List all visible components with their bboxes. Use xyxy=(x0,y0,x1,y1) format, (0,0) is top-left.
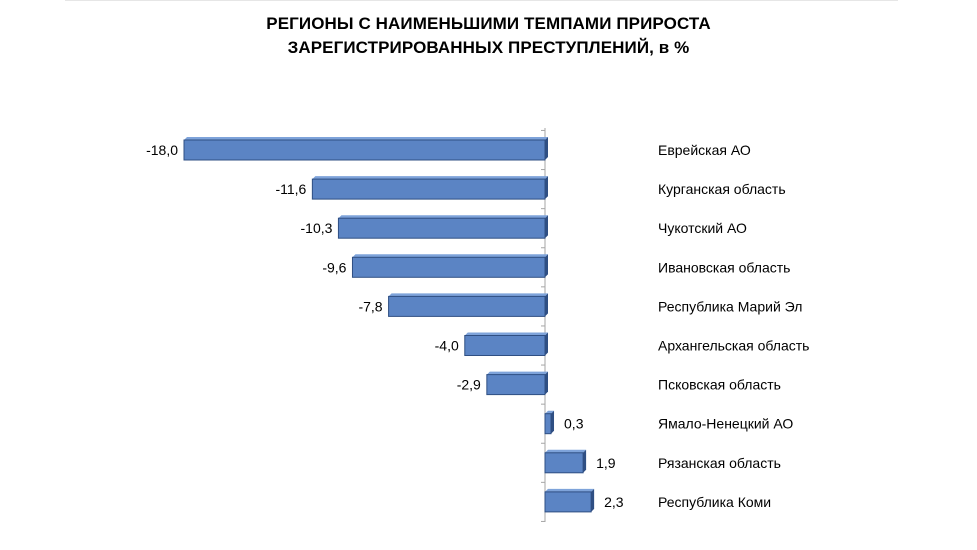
bar xyxy=(486,374,546,396)
category-label: Еврейская АО xyxy=(658,142,751,158)
bar-top-face xyxy=(464,332,548,336)
bar xyxy=(183,139,546,161)
bar-top-face xyxy=(388,293,548,297)
bar xyxy=(544,452,584,474)
bar-group xyxy=(464,332,548,356)
bar-side-face xyxy=(545,215,548,239)
bar-group xyxy=(351,254,548,278)
chart-title-line-1: РЕГИОНЫ С НАИМЕНЬШИМИ ТЕМПАМИ ПРИРОСТА xyxy=(266,14,711,33)
category-label: Архангельская область xyxy=(658,338,809,354)
bar-side-face xyxy=(545,332,548,356)
bar-side-face xyxy=(545,176,548,200)
bar xyxy=(544,413,552,435)
bar-group xyxy=(388,293,548,317)
bar-group xyxy=(183,137,548,161)
bar-top-face xyxy=(545,488,595,492)
bar-group xyxy=(544,449,587,474)
bar-top-face xyxy=(312,176,548,180)
category-label: Курганская область xyxy=(658,181,786,197)
chart-title-line-2: ЗАРЕГИСТРИРОВАННЫХ ПРЕСТУПЛЕНИЙ, в % xyxy=(287,38,690,57)
bar-side-face xyxy=(545,254,548,278)
data-label: -9,6 xyxy=(322,259,346,275)
category-label: Ивановская область xyxy=(658,259,790,275)
category-label: Республика Марий Эл xyxy=(658,298,802,314)
bar-side-face xyxy=(545,371,548,395)
bar-group xyxy=(544,488,595,513)
bar xyxy=(544,491,592,513)
bar-top-face xyxy=(184,137,548,140)
bar xyxy=(337,217,546,239)
bar-group xyxy=(544,410,555,435)
bar-top-face xyxy=(486,371,548,375)
data-label: 0,3 xyxy=(564,416,584,432)
category-label: Рязанская область xyxy=(658,455,781,471)
data-label: -10,3 xyxy=(301,220,333,236)
top-divider xyxy=(65,0,898,1)
data-label: -18,0 xyxy=(146,142,178,158)
bar xyxy=(311,178,546,200)
bar-group xyxy=(337,215,548,239)
data-label: -2,9 xyxy=(457,377,481,393)
bar xyxy=(351,256,546,278)
data-label: 2,3 xyxy=(604,494,624,510)
bar-side-face xyxy=(551,410,555,434)
bar-group xyxy=(311,176,548,200)
category-label: Псковская область xyxy=(658,377,781,393)
bar-top-face xyxy=(338,215,548,219)
bar-side-face xyxy=(545,293,548,317)
bar-group xyxy=(486,371,548,396)
category-label: Республика Коми xyxy=(658,494,771,510)
bar-top-face xyxy=(352,254,548,258)
bar-side-face xyxy=(583,449,587,473)
bar xyxy=(388,295,546,317)
bar-side-face xyxy=(545,137,548,160)
bar-top-face xyxy=(545,410,555,414)
bar-side-face xyxy=(591,488,595,512)
data-label: 1,9 xyxy=(596,455,616,471)
data-label: -4,0 xyxy=(435,338,459,354)
category-label: Ямало-Ненецкий АО xyxy=(658,416,793,432)
bar xyxy=(464,335,546,356)
data-label: -11,6 xyxy=(275,181,306,197)
bar-top-face xyxy=(545,449,587,453)
data-label: -7,8 xyxy=(358,298,382,314)
category-label: Чукотский АО xyxy=(658,220,747,236)
